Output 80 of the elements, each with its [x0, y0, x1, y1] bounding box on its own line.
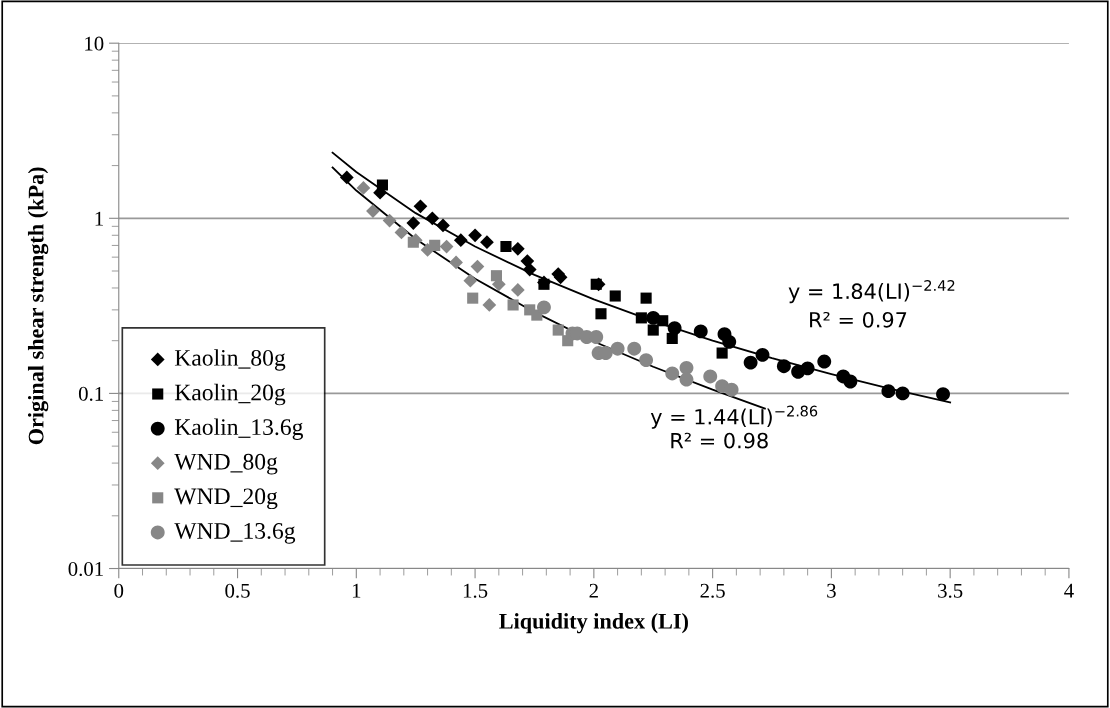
point	[449, 255, 463, 270]
legend-label: Kaolin_13.6g	[174, 418, 303, 440]
point	[679, 360, 694, 375]
x-tick-label: 3	[827, 583, 836, 598]
point	[776, 359, 791, 374]
x-tick-label: 0	[114, 583, 124, 598]
x-tick-label: 1.5	[463, 583, 488, 598]
point	[743, 355, 758, 370]
x-tick-label: 4	[1064, 583, 1074, 598]
point	[817, 354, 832, 369]
point	[407, 236, 419, 248]
point	[635, 312, 647, 324]
point	[843, 374, 858, 389]
point	[413, 199, 428, 214]
point	[595, 308, 607, 320]
point	[647, 324, 659, 336]
legend-label: Kaolin_20g	[174, 383, 286, 406]
annotation: y = 1.84(LI)$^{−2.42}$	[788, 280, 955, 304]
point	[667, 321, 682, 336]
point	[482, 298, 497, 312]
x-tick-label: 0.5	[225, 583, 250, 598]
point	[406, 216, 421, 230]
point	[436, 218, 450, 233]
point	[463, 273, 478, 288]
point	[639, 353, 654, 368]
y-axis-title: Original shear strength (kPa)	[27, 167, 49, 445]
y-tick-label: 0.1	[78, 386, 103, 401]
point	[480, 235, 494, 250]
point	[609, 290, 621, 302]
point	[376, 179, 388, 191]
point	[627, 341, 642, 356]
point	[467, 292, 479, 304]
point	[429, 239, 441, 251]
point	[589, 330, 604, 344]
y-tick-label: 1	[95, 211, 103, 226]
legend-label: Kaolin_80g	[174, 349, 286, 371]
point	[552, 324, 564, 336]
point	[722, 334, 737, 349]
point	[610, 341, 625, 356]
point	[510, 241, 525, 256]
legend-label: WND_13.6g	[174, 523, 296, 544]
line-series	[331, 166, 766, 410]
point	[453, 233, 468, 248]
y-tick-label: 10	[85, 36, 104, 51]
point	[716, 347, 728, 359]
x-tick-label: 3.5	[938, 583, 963, 598]
point	[640, 292, 652, 304]
y-tick-label: 0.01	[68, 561, 103, 577]
point	[339, 170, 354, 185]
point	[425, 211, 440, 226]
point	[724, 382, 739, 397]
point	[800, 361, 815, 376]
point	[693, 324, 708, 339]
legend-label: WND_80g	[174, 453, 278, 475]
x-tick-label: 1	[352, 583, 361, 598]
point	[356, 181, 371, 195]
point	[490, 270, 503, 282]
annotation: R² = 0.97	[810, 311, 907, 328]
point	[646, 310, 661, 325]
x-tick-label: 2.5	[700, 583, 725, 598]
point	[881, 384, 896, 399]
point	[679, 372, 694, 387]
point	[507, 299, 519, 311]
point	[510, 283, 525, 297]
point	[590, 278, 602, 290]
point	[703, 369, 718, 384]
legend-label: WND_20g	[174, 488, 278, 510]
annotation: R² = 0.98	[671, 432, 768, 449]
x-tick-label: 2	[589, 583, 598, 598]
point	[382, 213, 397, 228]
point	[522, 262, 537, 277]
point	[936, 387, 950, 402]
annotation: y = 1.44(LI)$^{−2.86}$	[650, 405, 818, 429]
x-axis-title: Liquidity index (LI)	[499, 613, 688, 634]
point	[500, 240, 512, 253]
point	[537, 300, 551, 315]
point	[895, 386, 910, 401]
point	[468, 228, 482, 243]
point	[755, 347, 770, 362]
point	[665, 366, 680, 381]
